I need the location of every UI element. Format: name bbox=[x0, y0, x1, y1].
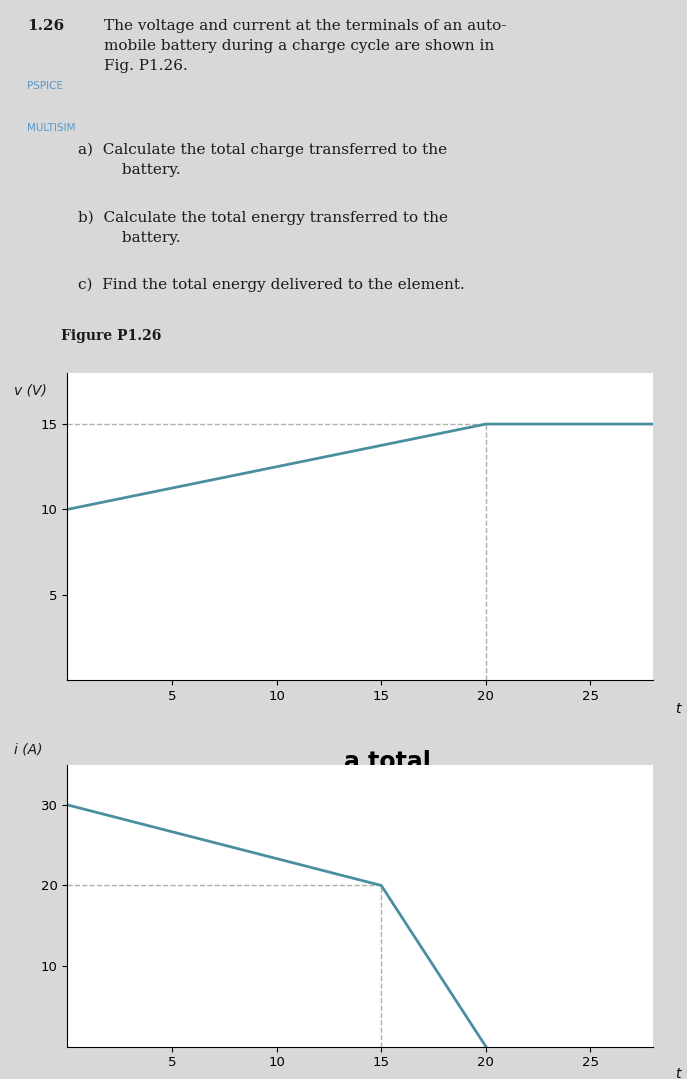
Text: MULTISIM: MULTISIM bbox=[27, 123, 76, 133]
Text: v (V): v (V) bbox=[14, 384, 47, 398]
Text: 1.26: 1.26 bbox=[27, 19, 64, 33]
Text: The voltage and current at the terminals of an auto-
mobile battery during a cha: The voltage and current at the terminals… bbox=[104, 19, 507, 73]
Text: PSPICE: PSPICE bbox=[27, 81, 63, 91]
Text: c)  Find the total energy delivered to the element.: c) Find the total energy delivered to th… bbox=[78, 277, 464, 292]
Text: 1: 1 bbox=[119, 800, 131, 817]
Text: a total
charge: a total charge bbox=[344, 750, 435, 802]
Text: 2: 2 bbox=[119, 893, 131, 911]
Text: i (A): i (A) bbox=[14, 743, 42, 757]
Text: Figure P1.26: Figure P1.26 bbox=[60, 329, 161, 343]
Text: a)  Calculate the total charge transferred to the
         battery.: a) Calculate the total charge transferre… bbox=[78, 142, 447, 177]
Text: 3: 3 bbox=[254, 980, 265, 998]
Text: b)  Calculate the total energy transferred to the
         battery.: b) Calculate the total energy transferre… bbox=[78, 210, 447, 245]
